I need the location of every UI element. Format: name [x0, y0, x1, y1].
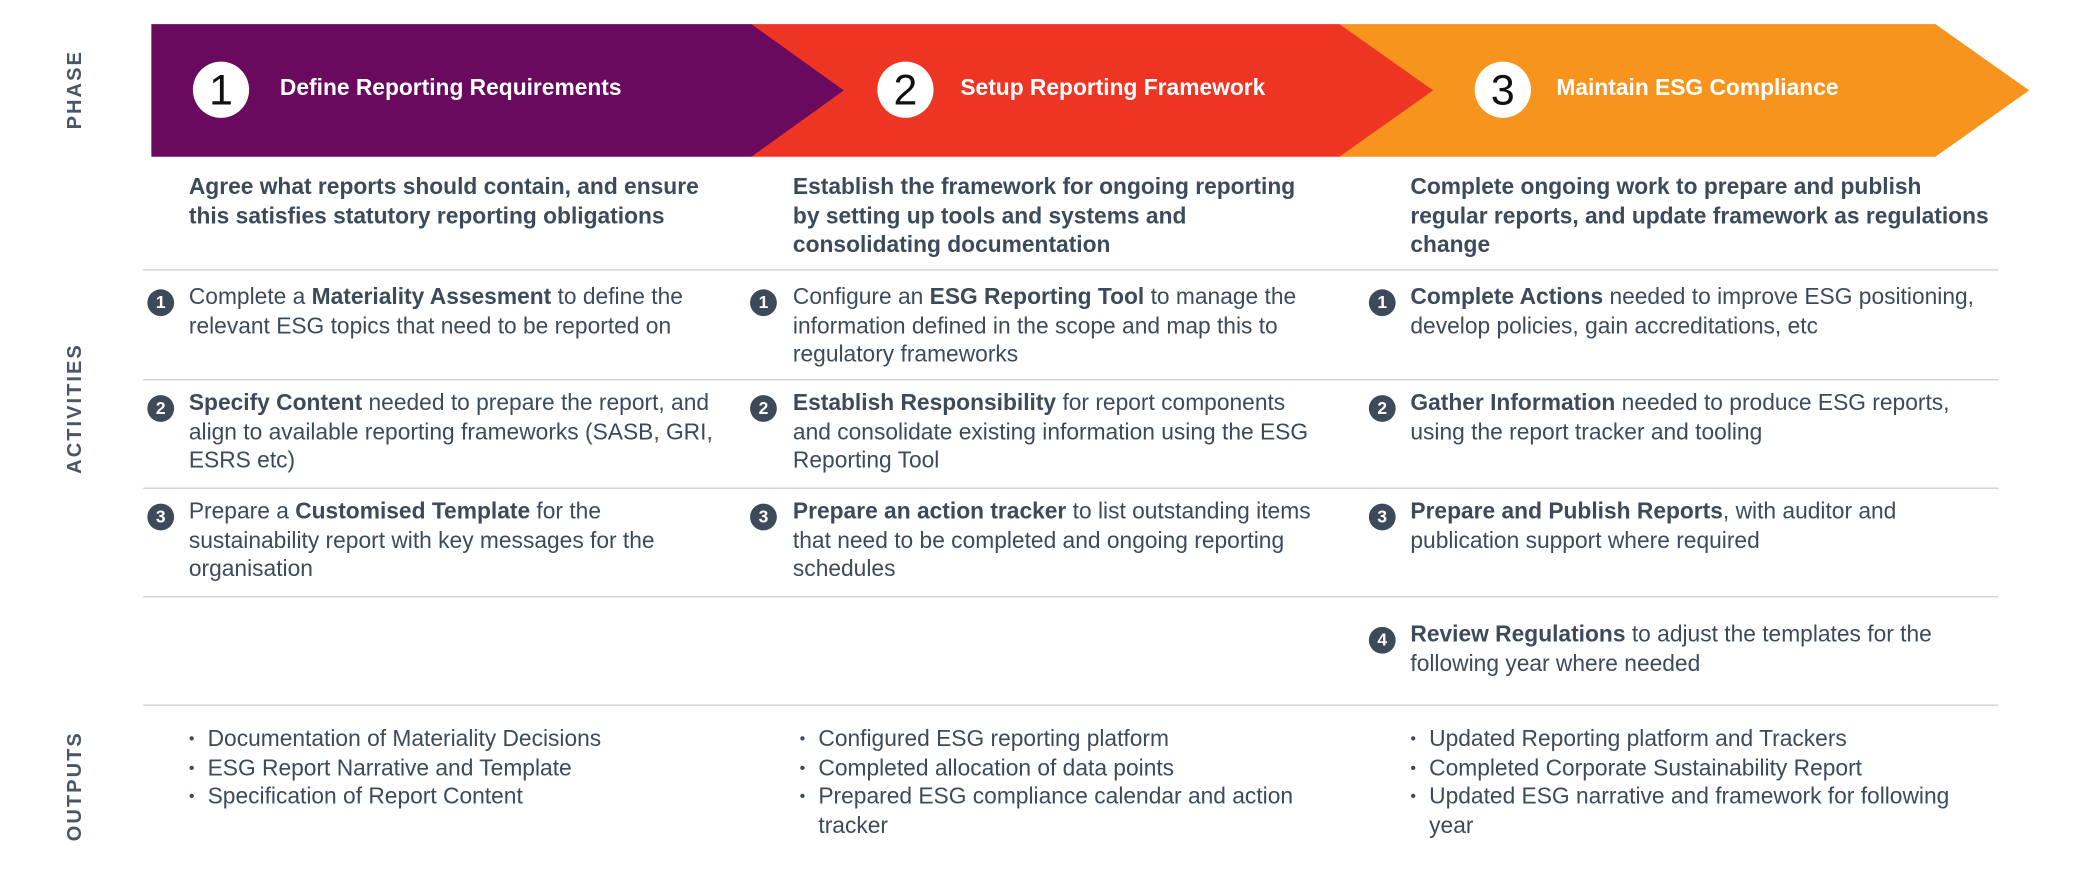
- activity-highlight: Prepare and Publish Reports: [1410, 498, 1723, 524]
- activity-text: needed to improve ESG positioning, devel…: [1410, 283, 1974, 339]
- activity-highlight: Customised Template: [295, 498, 531, 524]
- activity-highlight: Review Regulations: [1410, 621, 1626, 647]
- activity-text: Prepare a: [188, 498, 296, 524]
- step-badge: 2: [1368, 395, 1396, 422]
- step-badge: 3: [750, 503, 777, 531]
- output-item: Updated ESG narrative and framework for …: [1410, 782, 1986, 840]
- activity-text: to define the relevant ESG topics that n…: [188, 283, 683, 339]
- activity: Prepare and Publish Reports, with audito…: [1410, 497, 1999, 555]
- output-list: Documentation of Materiality DecisionsES…: [189, 725, 705, 811]
- output-list: Updated Reporting platform and TrackersC…: [1410, 725, 1986, 840]
- activity-highlight: Establish Responsibility: [792, 389, 1057, 416]
- row-label: OUTPUTS: [63, 731, 87, 842]
- activity-text: Configure an: [792, 283, 930, 310]
- output-item: Documentation of Materiality Decisions: [189, 725, 705, 754]
- activity: Prepare an action tracker to list outsta…: [793, 497, 1315, 583]
- step-badge: 1: [147, 289, 175, 317]
- phase-arrow: [151, 24, 844, 157]
- activity: Gather Information needed to produce ESG…: [1410, 388, 1999, 446]
- phase-summary: Complete ongoing work to prepare and pub…: [1410, 174, 1989, 258]
- output-item: Completed Corporate Sustainability Repor…: [1410, 753, 1986, 782]
- phase-number: 2: [877, 61, 934, 118]
- step-badge: 3: [147, 503, 175, 531]
- activity: Specify Content needed to prepare the re…: [189, 388, 718, 474]
- output-item: Specification of Report Content: [189, 782, 705, 811]
- activity: Establish Responsibility for report comp…: [793, 388, 1315, 474]
- output-item: Configured ESG reporting platform: [800, 725, 1309, 754]
- step-badge: 4: [1368, 626, 1396, 654]
- activity: Configure an ESG Reporting Tool to manag…: [793, 283, 1315, 369]
- row-label: ACTIVITIES: [63, 343, 87, 474]
- divider: [143, 704, 1999, 706]
- phase-summary: Agree what reports should contain, and e…: [188, 174, 699, 229]
- phase-title: Maintain ESG Compliance: [1556, 75, 1839, 101]
- divider: [143, 487, 1999, 489]
- phase-number: 1: [192, 61, 250, 118]
- step-badge: 3: [1368, 503, 1396, 531]
- phase-title: Setup Reporting Framework: [960, 75, 1266, 101]
- activity: Review Regulations to adjust the templat…: [1410, 620, 1999, 678]
- output-item: ESG Report Narrative and Template: [189, 753, 705, 782]
- activity-highlight: ESG Reporting Tool: [929, 283, 1145, 310]
- divider: [143, 379, 1999, 381]
- activity-text: to adjust the templates for the followin…: [1410, 621, 1932, 676]
- activity-text: for report components and consolidate ex…: [792, 389, 1309, 473]
- activity-text: needed to produce ESG reports, using the…: [1410, 389, 1950, 445]
- step-badge: 1: [750, 289, 777, 317]
- activity-text: Complete a: [188, 283, 312, 310]
- activity-text: to manage the information defined in the…: [792, 283, 1297, 367]
- activity-text: for the sustainability report with key m…: [188, 498, 655, 582]
- divider: [143, 596, 1999, 598]
- activity-highlight: Prepare an action tracker: [792, 498, 1067, 524]
- output-item: Prepared ESG compliance calendar and act…: [800, 782, 1309, 840]
- activity: Prepare a Customised Template for the su…: [189, 497, 718, 583]
- phase-arrow: [1339, 24, 2030, 157]
- step-badge: 2: [750, 395, 777, 422]
- row-label: PHASE: [63, 50, 87, 130]
- phase-number: 3: [1474, 61, 1531, 118]
- phase-arrow: [751, 24, 1434, 157]
- activity-text: , with auditor and publication support w…: [1410, 498, 1897, 553]
- divider: [143, 269, 1999, 271]
- phase-title: Define Reporting Requirements: [279, 75, 622, 101]
- phase-banner: [151, 24, 2030, 157]
- activity-text: needed to prepare the report, and align …: [188, 389, 713, 473]
- output-list: Configured ESG reporting platformComplet…: [800, 725, 1309, 840]
- activity-highlight: Specify Content: [188, 389, 363, 416]
- output-item: Completed allocation of data points: [800, 753, 1309, 782]
- activity-highlight: Gather Information: [1410, 389, 1616, 416]
- activity-text: to list outstanding items that need to b…: [792, 498, 1311, 582]
- activity: Complete a Materiality Assesment to defi…: [189, 283, 718, 341]
- phase-summary: Establish the framework for ongoing repo…: [792, 174, 1296, 258]
- activity: Complete Actions needed to improve ESG p…: [1410, 283, 1999, 341]
- step-badge: 1: [1368, 289, 1396, 317]
- step-badge: 2: [147, 395, 175, 422]
- activity-highlight: Complete Actions: [1410, 283, 1604, 310]
- output-item: Updated Reporting platform and Trackers: [1410, 725, 1986, 754]
- activity-highlight: Materiality Assesment: [311, 283, 552, 310]
